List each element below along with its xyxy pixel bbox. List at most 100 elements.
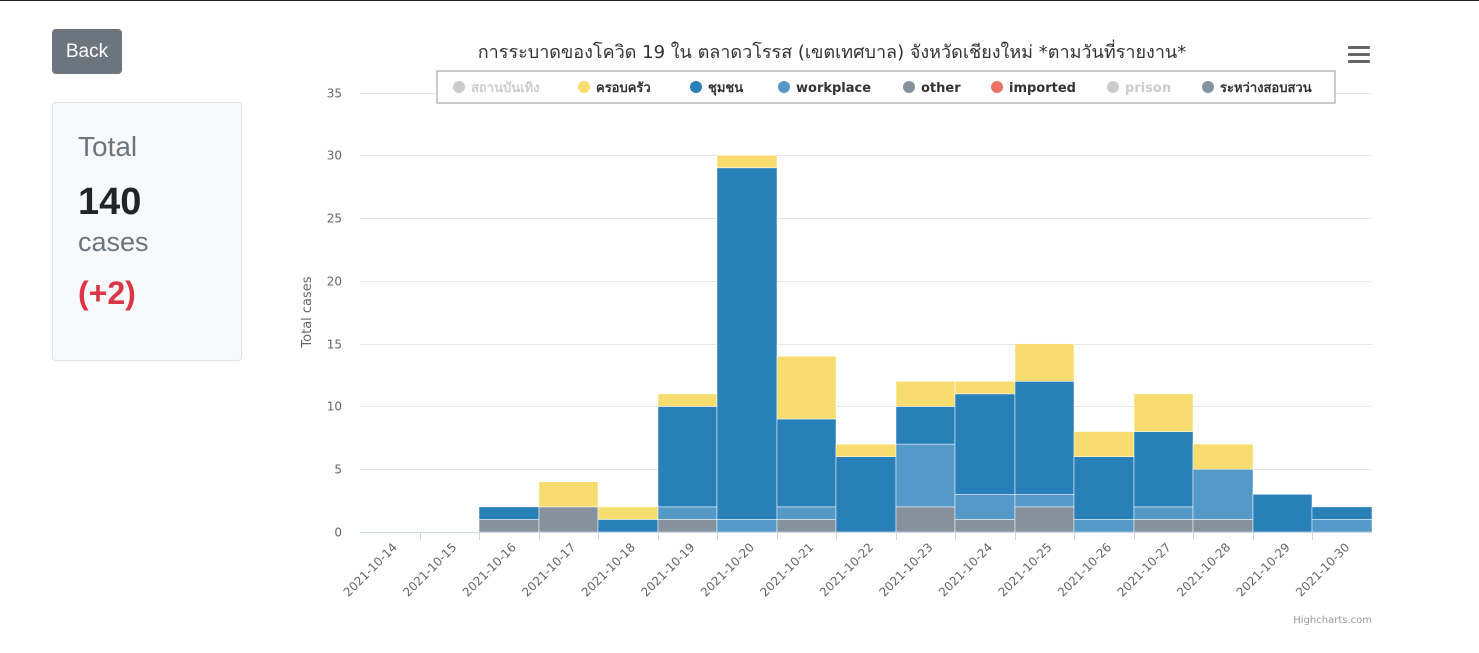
- legend-item[interactable]: workplace: [778, 81, 871, 96]
- bar-segment[interactable]: [1073, 519, 1135, 533]
- x-tick-label: 2021-10-23: [876, 540, 935, 599]
- bar-segment[interactable]: [954, 494, 1016, 520]
- bar-segment[interactable]: [538, 481, 599, 508]
- bar-segment[interactable]: [478, 519, 540, 533]
- x-tick-label: 2021-10-29: [1234, 540, 1293, 599]
- x-tick-label: 2021-10-15: [400, 540, 459, 599]
- credit[interactable]: Highcharts.com: [1293, 615, 1372, 626]
- y-tick-label: 0: [334, 526, 342, 540]
- bar-segment[interactable]: [835, 456, 897, 533]
- y-axis-title: Total cases: [300, 276, 315, 348]
- bar-segment[interactable]: [776, 519, 837, 533]
- legend-item[interactable]: ครอบครัว: [578, 81, 651, 96]
- legend-item[interactable]: imported: [991, 81, 1076, 96]
- x-tick-label: 2021-10-21: [757, 540, 816, 599]
- bar-segment[interactable]: [1133, 431, 1194, 508]
- bar-segment[interactable]: [835, 443, 897, 457]
- bar-segment[interactable]: [1192, 468, 1254, 520]
- bar-segment[interactable]: [478, 506, 540, 520]
- x-tick-label: 2021-10-25: [995, 540, 1054, 599]
- bar-segment[interactable]: [716, 519, 778, 533]
- legend-symbol: [453, 81, 465, 93]
- bar-segment[interactable]: [776, 418, 837, 508]
- y-tick-label: 25: [327, 212, 342, 226]
- bar-segment[interactable]: [895, 443, 956, 508]
- legend-symbol: [578, 81, 590, 93]
- bar-segment[interactable]: [1014, 494, 1075, 508]
- bar-segment[interactable]: [1192, 443, 1254, 470]
- legend-item[interactable]: prison: [1107, 81, 1171, 96]
- total-unit: cases: [78, 227, 149, 257]
- x-tick-label: 2021-10-14: [341, 540, 400, 599]
- bar-segment[interactable]: [895, 406, 956, 445]
- legend-symbol: [903, 81, 915, 93]
- legend-item[interactable]: ระหว่างสอบสวน: [1202, 81, 1312, 96]
- bar-segment[interactable]: [954, 519, 1016, 533]
- y-tick-label: 5: [334, 463, 342, 477]
- legend-label: ชุมชน: [708, 81, 743, 96]
- bar-segment[interactable]: [597, 506, 659, 520]
- legend-label: other: [921, 81, 961, 96]
- bar-segment[interactable]: [716, 167, 778, 520]
- bar-segment[interactable]: [1073, 456, 1135, 520]
- legend-symbol: [1107, 81, 1119, 93]
- bar-segment[interactable]: [538, 506, 599, 533]
- bars: [478, 155, 1373, 533]
- total-card: Total 140 cases (+2): [52, 102, 242, 361]
- bar-segment[interactable]: [716, 155, 778, 169]
- bar-segment[interactable]: [954, 393, 1016, 495]
- legend-box: [436, 70, 1336, 104]
- y-tick-label: 15: [327, 338, 342, 352]
- bar-segment[interactable]: [1014, 343, 1075, 382]
- legend-label: ระหว่างสอบสวน: [1220, 81, 1312, 96]
- bar-segment[interactable]: [597, 519, 659, 533]
- bar-segment[interactable]: [1133, 506, 1194, 520]
- legend-item[interactable]: other: [903, 81, 961, 96]
- bar-segment[interactable]: [1133, 519, 1194, 533]
- x-tick-label: 2021-10-30: [1293, 540, 1352, 599]
- bar-segment[interactable]: [1311, 519, 1373, 533]
- legend-label: ครอบครัว: [596, 81, 651, 96]
- bar-segment[interactable]: [1133, 393, 1194, 432]
- bar-segment[interactable]: [657, 506, 718, 520]
- menu-icon[interactable]: [1348, 46, 1370, 63]
- legend-label: prison: [1125, 81, 1171, 96]
- legend-label: สถานบันเทิง: [471, 81, 540, 96]
- legend: สถานบันเทิง ครอบครัว ชุมชน workplace other im…: [453, 81, 1312, 96]
- bar-segment[interactable]: [657, 406, 718, 508]
- chart-title: การระบาดของโควิด 19 ใน ตลาดวโรรส (เขตเทศ…: [478, 39, 1186, 63]
- x-tick-label: 2021-10-16: [460, 540, 519, 599]
- y-tick-label: 10: [327, 400, 342, 414]
- bar-segment[interactable]: [657, 393, 718, 407]
- x-tick-label: 2021-10-20: [698, 540, 757, 599]
- x-tick-label: 2021-10-26: [1055, 540, 1114, 599]
- bar-segment[interactable]: [1073, 431, 1135, 457]
- legend-symbol: [690, 81, 702, 93]
- x-tick-label: 2021-10-19: [638, 540, 697, 599]
- bar-segment[interactable]: [1192, 519, 1254, 533]
- bar-segment[interactable]: [776, 506, 837, 520]
- legend-symbol: [1202, 81, 1214, 93]
- bar-segment[interactable]: [657, 519, 718, 533]
- bar-segment[interactable]: [895, 381, 956, 407]
- bar-segment[interactable]: [1014, 506, 1075, 533]
- legend-symbol: [778, 81, 790, 93]
- x-tick-label: 2021-10-28: [1174, 540, 1233, 599]
- bar-segment[interactable]: [1252, 494, 1313, 533]
- bar-segment[interactable]: [895, 506, 956, 533]
- bar-segment[interactable]: [1014, 381, 1075, 495]
- bar-segment[interactable]: [776, 355, 837, 420]
- legend-item[interactable]: สถานบันเทิง: [453, 81, 540, 96]
- total-delta: (+2): [78, 275, 136, 311]
- bar-segment[interactable]: [1311, 506, 1373, 520]
- top-border: [0, 0, 1479, 1]
- x-tick-label: 2021-10-24: [936, 540, 995, 599]
- x-tick-label: 2021-10-27: [1115, 540, 1174, 599]
- y-tick-label: 20: [327, 275, 342, 289]
- bar-segment[interactable]: [954, 381, 1016, 395]
- legend-item[interactable]: ชุมชน: [690, 81, 743, 96]
- back-button[interactable]: Back: [52, 29, 122, 74]
- total-label: Total: [78, 131, 138, 162]
- x-tick-label: 2021-10-22: [817, 540, 876, 599]
